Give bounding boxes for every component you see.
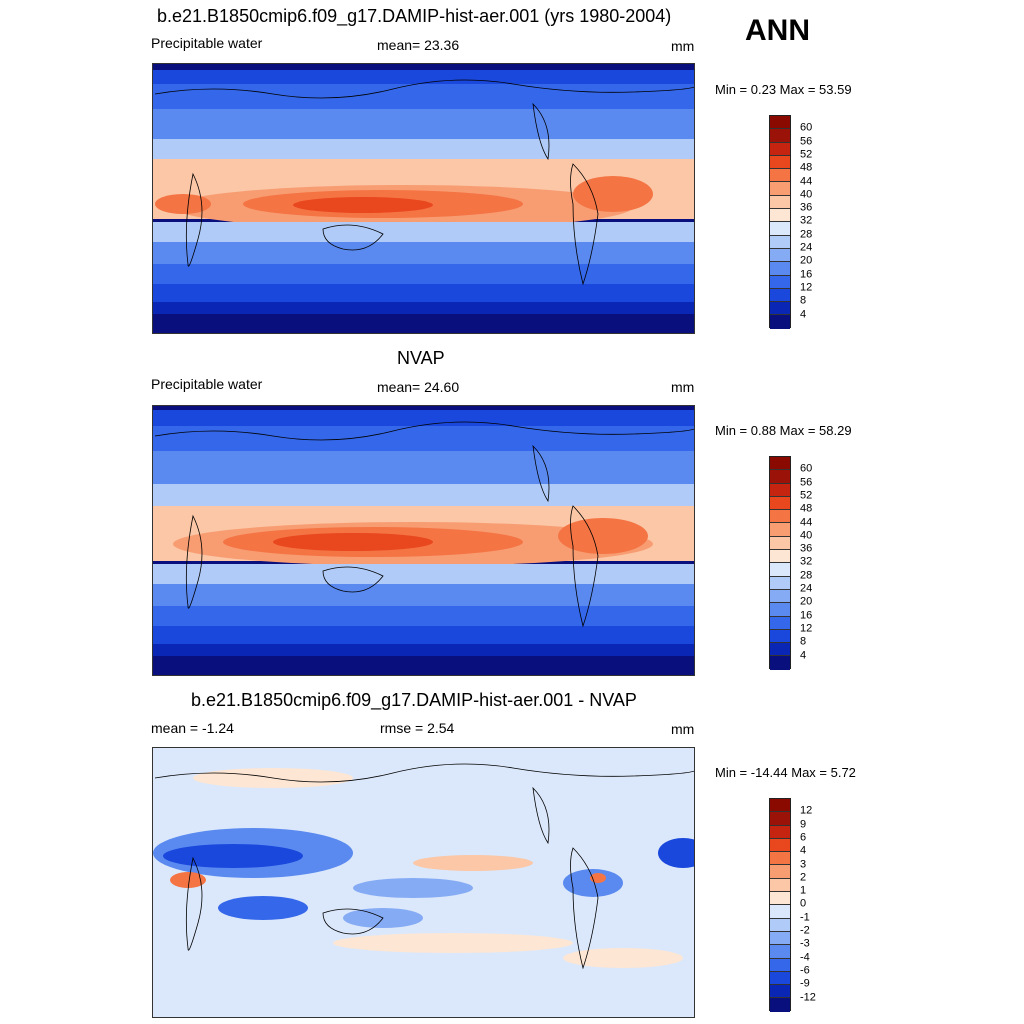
colorbar-tick: 36 (800, 542, 813, 555)
colorbar-tick: 0 (800, 897, 807, 910)
colorbar-tick: -1 (800, 911, 810, 924)
panel3-colorbar (769, 798, 791, 1012)
panel1-colorbar (769, 115, 791, 329)
colorbar-tick: 6 (800, 831, 807, 844)
colorbar-tick: 12 (800, 281, 813, 294)
panel3-mean-label: mean = -1.24 (151, 720, 234, 736)
colorbar-tick: -12 (800, 991, 816, 1003)
colorbar-tick: 56 (800, 135, 813, 148)
panel3-units-label: mm (671, 721, 695, 737)
panel1-variable-label: Precipitable water (151, 35, 263, 51)
colorbar-tick: 20 (800, 595, 813, 608)
season-label: ANN (745, 14, 810, 47)
colorbar-tick: 56 (800, 476, 813, 489)
panel2-minmax: Min = 0.88 Max = 58.29 (715, 423, 852, 438)
colorbar-tick: 44 (800, 175, 813, 187)
colorbar-tick: 60 (800, 121, 813, 134)
colorbar-tick: 20 (800, 254, 813, 267)
colorbar-tick: 40 (800, 529, 813, 542)
colorbar-tick: -3 (800, 937, 810, 950)
colorbar-tick: 2 (800, 871, 807, 884)
colorbar-tick: 12 (800, 804, 813, 817)
panel1-units-label: mm (671, 38, 695, 54)
panel1-minmax: Min = 0.23 Max = 53.59 (715, 82, 852, 97)
panel3-rmse-label: rmse = 2.54 (380, 720, 455, 736)
plot-main-title: b.e21.B1850cmip6.f09_g17.DAMIP-hist-aer.… (157, 6, 672, 26)
colorbar-tick: 24 (800, 582, 813, 595)
colorbar-tick: 28 (800, 569, 813, 582)
panel1-mean-label: mean= 23.36 (377, 37, 460, 53)
colorbar-tick: 60 (800, 462, 813, 475)
colorbar-tick: 32 (800, 214, 813, 227)
panel1-map (152, 63, 695, 334)
colorbar-tick: 16 (800, 268, 813, 281)
colorbar-tick: 52 (800, 148, 813, 161)
colorbar-tick: 3 (800, 858, 807, 870)
panel3-map-field (153, 748, 694, 1017)
colorbar-tick: 28 (800, 228, 813, 241)
colorbar-tick: 48 (800, 161, 813, 174)
colorbar-tick: -2 (800, 924, 810, 937)
colorbar-tick: -4 (800, 951, 810, 964)
colorbar-tick: 40 (800, 188, 813, 201)
panel2-units-label: mm (671, 379, 695, 395)
colorbar-tick: 12 (800, 622, 813, 635)
panel2-title: NVAP (397, 348, 445, 368)
panel2-mean-label: mean= 24.60 (377, 379, 460, 395)
colorbar-tick: 44 (800, 516, 813, 528)
colorbar-tick: 32 (800, 555, 813, 568)
panel3-title: b.e21.B1850cmip6.f09_g17.DAMIP-hist-aer.… (191, 690, 637, 710)
colorbar-tick: 8 (800, 635, 807, 648)
panel3-map (152, 747, 695, 1018)
panel2-map-field (153, 406, 694, 675)
colorbar-tick: 4 (800, 844, 807, 857)
colorbar-tick: 4 (800, 649, 807, 661)
colorbar-tick: 24 (800, 241, 813, 254)
colorbar-tick: 1 (800, 884, 807, 897)
panel3-minmax: Min = -14.44 Max = 5.72 (715, 765, 856, 780)
colorbar-tick: 48 (800, 502, 813, 515)
colorbar-tick: 36 (800, 201, 813, 214)
colorbar-tick: -6 (800, 964, 810, 977)
colorbar-tick: 52 (800, 489, 813, 502)
panel2-variable-label: Precipitable water (151, 376, 263, 392)
panel1-map-field (153, 64, 694, 333)
colorbar-tick: -9 (800, 977, 810, 990)
colorbar-tick: 4 (800, 308, 807, 320)
panel2-map (152, 405, 695, 676)
colorbar-tick: 9 (800, 818, 807, 831)
colorbar-tick: 8 (800, 294, 807, 307)
colorbar-tick: 16 (800, 609, 813, 622)
panel2-colorbar (769, 456, 791, 670)
